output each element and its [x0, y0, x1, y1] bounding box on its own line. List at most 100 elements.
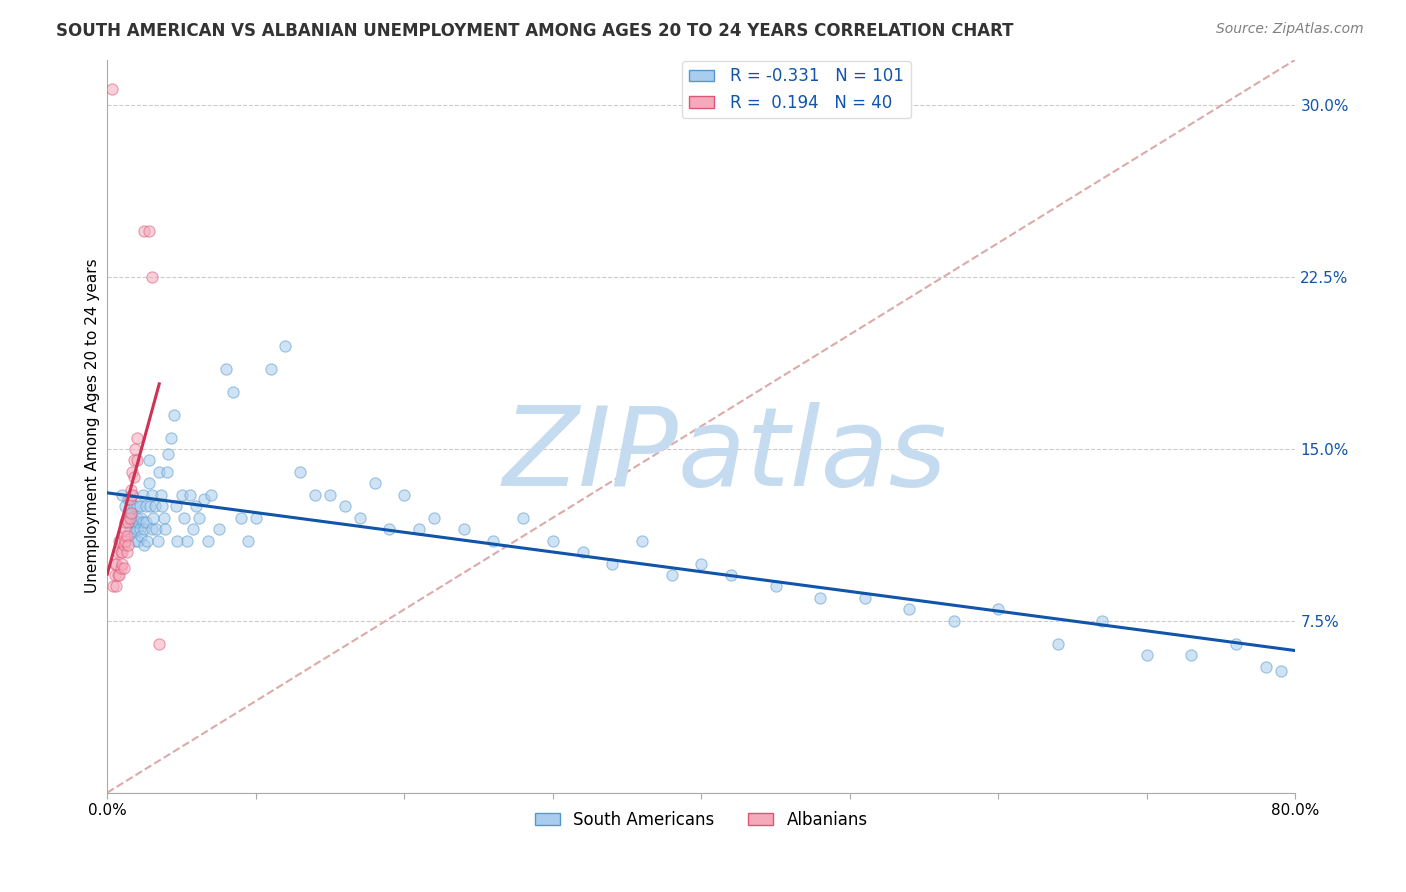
Point [112, 561, 135, 575]
Point [108, 533, 131, 548]
Point [165, 500, 187, 514]
Point [121, 465, 143, 479]
Point [124, 533, 146, 548]
Point [139, 500, 162, 514]
Text: Source: ZipAtlas.com: Source: ZipAtlas.com [1216, 22, 1364, 37]
Point [245, 510, 267, 524]
Point [720, 568, 742, 582]
Point [105, 579, 128, 593]
Point [110, 545, 132, 559]
Point [115, 545, 138, 559]
Point [114, 500, 136, 514]
Point [129, 500, 152, 514]
Point [150, 500, 173, 514]
Point [111, 545, 134, 559]
Point [111, 557, 134, 571]
Point [512, 510, 534, 524]
Point [108, 568, 131, 582]
Point [423, 510, 446, 524]
Point [132, 516, 155, 530]
Point [163, 408, 186, 422]
Point [176, 533, 198, 548]
Point [114, 522, 136, 536]
Point [274, 339, 297, 353]
Point [222, 384, 245, 399]
Point [259, 362, 281, 376]
Point [125, 510, 148, 524]
Y-axis label: Unemployment Among Ages 20 to 24 years: Unemployment Among Ages 20 to 24 years [86, 259, 100, 593]
Point [100, 82, 122, 96]
Point [107, 545, 129, 559]
Point [127, 516, 149, 530]
Point [127, 533, 149, 548]
Point [149, 488, 172, 502]
Point [808, 591, 831, 605]
Point [121, 510, 143, 524]
Point [170, 488, 193, 502]
Point [152, 510, 174, 524]
Point [111, 533, 134, 548]
Point [117, 516, 139, 530]
Point [141, 270, 163, 285]
Point [115, 510, 138, 524]
Point [118, 522, 141, 536]
Point [1136, 648, 1159, 663]
Point [112, 538, 135, 552]
Point [122, 500, 145, 514]
Point [166, 533, 188, 548]
Point [1254, 659, 1277, 673]
Point [114, 533, 136, 548]
Point [208, 522, 231, 536]
Point [129, 522, 152, 536]
Point [146, 533, 169, 548]
Point [138, 224, 160, 238]
Point [1225, 637, 1247, 651]
Point [600, 557, 623, 571]
Point [145, 522, 167, 536]
Point [124, 442, 146, 456]
Point [134, 538, 156, 552]
Point [156, 465, 179, 479]
Point [114, 516, 136, 530]
Point [363, 476, 385, 491]
Point [142, 510, 165, 524]
Point [134, 522, 156, 536]
Point [122, 469, 145, 483]
Point [853, 591, 876, 605]
Point [120, 506, 142, 520]
Point [117, 492, 139, 507]
Point [134, 224, 156, 238]
Point [107, 568, 129, 582]
Point [118, 492, 141, 507]
Point [173, 510, 195, 524]
Point [942, 614, 965, 628]
Point [120, 483, 142, 498]
Point [138, 453, 160, 467]
Point [125, 522, 148, 536]
Point [141, 522, 163, 536]
Point [160, 431, 183, 445]
Point [124, 516, 146, 530]
Point [304, 488, 326, 502]
Point [117, 538, 139, 552]
Point [1270, 665, 1292, 679]
Point [125, 431, 148, 445]
Point [143, 500, 166, 514]
Text: ZIPatlas: ZIPatlas [503, 402, 948, 509]
Point [898, 602, 921, 616]
Point [197, 533, 219, 548]
Point [105, 557, 128, 571]
Point [148, 465, 170, 479]
Point [661, 568, 683, 582]
Point [571, 545, 593, 559]
Point [131, 510, 153, 524]
Point [349, 510, 371, 524]
Point [148, 637, 170, 651]
Point [394, 488, 416, 502]
Point [238, 533, 260, 548]
Point [200, 488, 222, 502]
Point [482, 533, 505, 548]
Point [215, 362, 238, 376]
Point [408, 522, 430, 536]
Point [541, 533, 564, 548]
